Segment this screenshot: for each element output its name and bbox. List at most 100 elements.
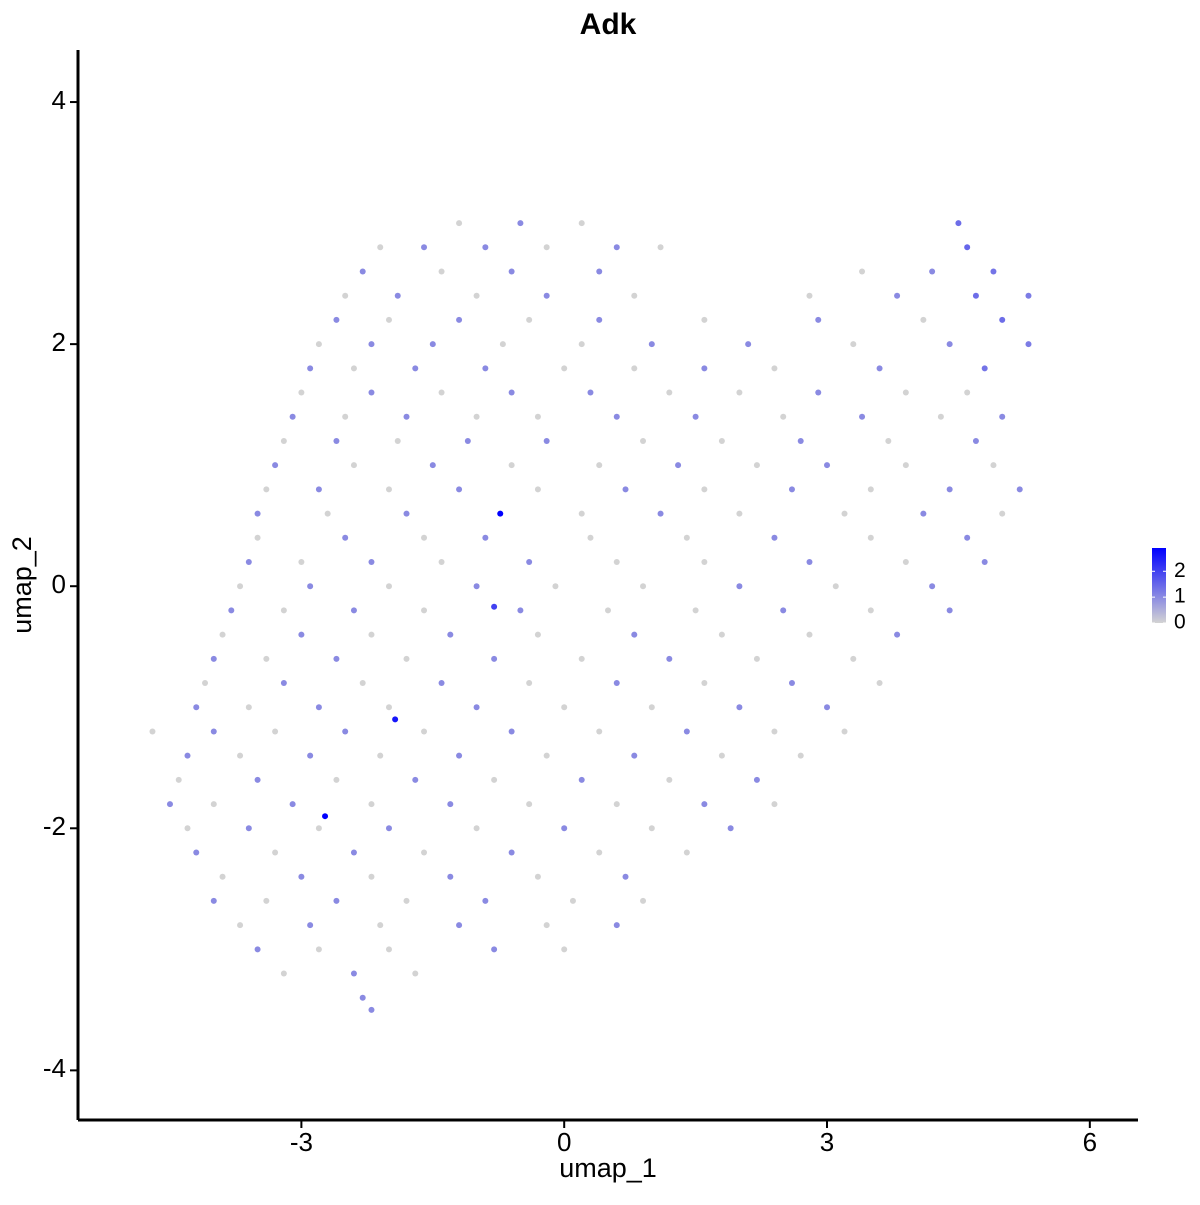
- point: [753, 462, 760, 469]
- point: [736, 704, 743, 711]
- y-tick-label: 0: [52, 569, 66, 599]
- point: [272, 462, 279, 469]
- point: [438, 268, 445, 275]
- point: [359, 994, 366, 1001]
- point: [324, 510, 331, 517]
- point: [412, 970, 419, 977]
- point: [368, 1006, 375, 1013]
- point: [701, 365, 708, 372]
- point: [385, 825, 392, 832]
- point: [280, 970, 287, 977]
- point: [359, 268, 366, 275]
- point: [210, 801, 217, 808]
- point: [683, 728, 690, 735]
- point: [569, 897, 576, 904]
- point: [771, 728, 778, 735]
- point: [753, 655, 760, 662]
- point: [447, 631, 454, 638]
- point: [202, 680, 209, 687]
- point: [315, 825, 322, 832]
- point: [815, 389, 822, 396]
- point: [526, 316, 533, 323]
- point: [534, 486, 541, 493]
- point: [280, 437, 287, 444]
- point: [613, 801, 620, 808]
- point: [666, 389, 673, 396]
- point: [929, 268, 936, 275]
- point: [322, 813, 329, 820]
- point: [342, 728, 349, 735]
- point: [272, 728, 279, 735]
- point: [473, 583, 480, 590]
- point: [350, 607, 357, 614]
- point: [666, 776, 673, 783]
- point: [657, 244, 664, 251]
- point: [596, 316, 603, 323]
- point: [438, 680, 445, 687]
- point: [298, 559, 305, 566]
- point: [701, 486, 708, 493]
- point: [385, 316, 392, 323]
- point: [902, 389, 909, 396]
- point: [780, 413, 787, 420]
- point: [184, 752, 191, 759]
- point: [587, 389, 594, 396]
- point: [517, 607, 524, 614]
- point: [859, 413, 866, 420]
- point: [824, 704, 831, 711]
- point: [403, 655, 410, 662]
- point: [701, 680, 708, 687]
- point: [561, 365, 568, 372]
- point: [456, 220, 463, 227]
- point: [850, 341, 857, 348]
- point: [964, 244, 971, 251]
- point: [359, 680, 366, 687]
- point: [920, 510, 927, 517]
- point: [491, 603, 498, 610]
- point: [210, 728, 217, 735]
- point: [867, 534, 874, 541]
- point: [561, 704, 568, 711]
- point: [534, 873, 541, 880]
- point: [307, 583, 314, 590]
- point: [605, 607, 611, 614]
- point: [648, 341, 655, 348]
- point: [491, 946, 498, 953]
- point: [543, 922, 550, 929]
- point: [964, 389, 971, 396]
- point: [736, 389, 743, 396]
- point: [753, 776, 760, 783]
- point: [718, 631, 725, 638]
- point: [640, 897, 647, 904]
- point: [429, 341, 436, 348]
- point: [385, 704, 392, 711]
- point: [578, 655, 585, 662]
- point: [771, 365, 778, 372]
- point: [771, 801, 778, 808]
- point: [473, 825, 480, 832]
- point: [219, 631, 226, 638]
- point: [482, 244, 489, 251]
- point: [315, 486, 322, 493]
- point: [534, 413, 541, 420]
- point: [254, 534, 261, 541]
- point: [683, 849, 690, 856]
- point: [631, 365, 638, 372]
- point: [473, 413, 480, 420]
- point: [543, 752, 550, 759]
- point: [683, 534, 690, 541]
- point: [578, 220, 585, 227]
- point: [526, 801, 533, 808]
- point: [298, 631, 305, 638]
- point: [701, 559, 708, 566]
- point: [491, 655, 498, 662]
- point: [867, 607, 874, 614]
- point: [438, 389, 445, 396]
- point: [403, 897, 410, 904]
- point: [315, 704, 322, 711]
- point: [640, 583, 647, 590]
- point: [561, 946, 568, 953]
- point: [307, 752, 314, 759]
- point: [736, 583, 743, 590]
